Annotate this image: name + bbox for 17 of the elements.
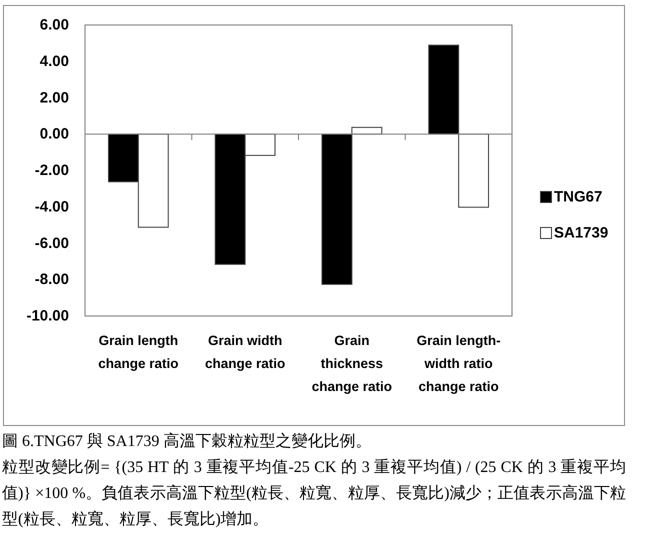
y-tick-label: 2.00	[40, 89, 69, 106]
text: 粒型改變比例= {(35 HT 的 3 重複平均值-25 CK 的 3 重複平均值) / (25 CK 的 3 重複平均值)} ×100 %。負值表示高溫下粒型(粒長、粒寬、粒厚、長寬比)減少；正值表示高溫下粒型(粒長、粒寬、粒厚、長寬比)增加。	[2, 458, 626, 530]
y-tick-label: -2.00	[34, 162, 69, 179]
y-tick-label: -6.00	[34, 234, 69, 252]
y-tick-label: -10.00	[26, 308, 69, 324]
x-tick-label: Grain length-width ratio change ratio	[416, 333, 501, 394]
x-tick-label: Grain thickness change ratio	[312, 333, 392, 394]
y-tick-label: 6.00	[40, 16, 69, 34]
y-tick-label: -8.00	[34, 271, 69, 288]
caption: 圖 6.TNG67 與 SA1739 高溫下穀粒粒型之變化比例。	[2, 432, 372, 452]
x-tick-label: Grain width change ratio	[204, 333, 286, 371]
legend-label: SA1739	[554, 224, 608, 242]
y-tick-label: -4.00	[34, 198, 69, 216]
y-tick-label: 4.00	[40, 52, 69, 70]
legend-label: TNG67	[554, 188, 602, 206]
y-tick-label: 0.00	[40, 126, 69, 143]
x-tick-label: Grain length change ratio	[98, 333, 179, 371]
